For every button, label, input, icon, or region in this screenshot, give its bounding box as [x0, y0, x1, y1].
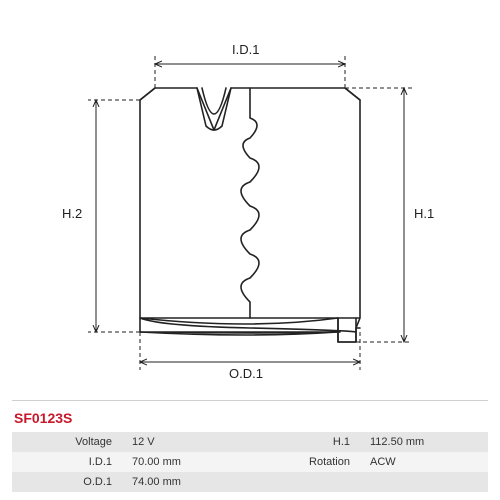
label-h2: H.2: [62, 206, 82, 221]
spec-label: Rotation: [250, 452, 360, 472]
part-number: SF0123S: [14, 410, 72, 426]
spec-value: 74.00 mm: [122, 472, 250, 492]
table-row: I.D.1 70.00 mm Rotation ACW: [12, 452, 488, 472]
table-row: Voltage 12 V H.1 112.50 mm: [12, 432, 488, 452]
spec-value: [360, 472, 488, 492]
spec-value: 112.50 mm: [360, 432, 488, 452]
spec-label: H.1: [250, 432, 360, 452]
technical-drawing: I.D.1 O.D.1 H.1 H.2: [0, 0, 500, 395]
spec-label: I.D.1: [12, 452, 122, 472]
spec-label: O.D.1: [12, 472, 122, 492]
spec-table: Voltage 12 V H.1 112.50 mm I.D.1 70.00 m…: [12, 432, 488, 492]
spec-label: Voltage: [12, 432, 122, 452]
label-h1: H.1: [414, 206, 434, 221]
spec-label: [250, 472, 360, 492]
spec-value: 70.00 mm: [122, 452, 250, 472]
label-id1: I.D.1: [232, 42, 259, 57]
label-od1: O.D.1: [229, 366, 263, 381]
spec-value: ACW: [360, 452, 488, 472]
table-row: O.D.1 74.00 mm: [12, 472, 488, 492]
spec-value: 12 V: [122, 432, 250, 452]
divider: [12, 400, 488, 401]
